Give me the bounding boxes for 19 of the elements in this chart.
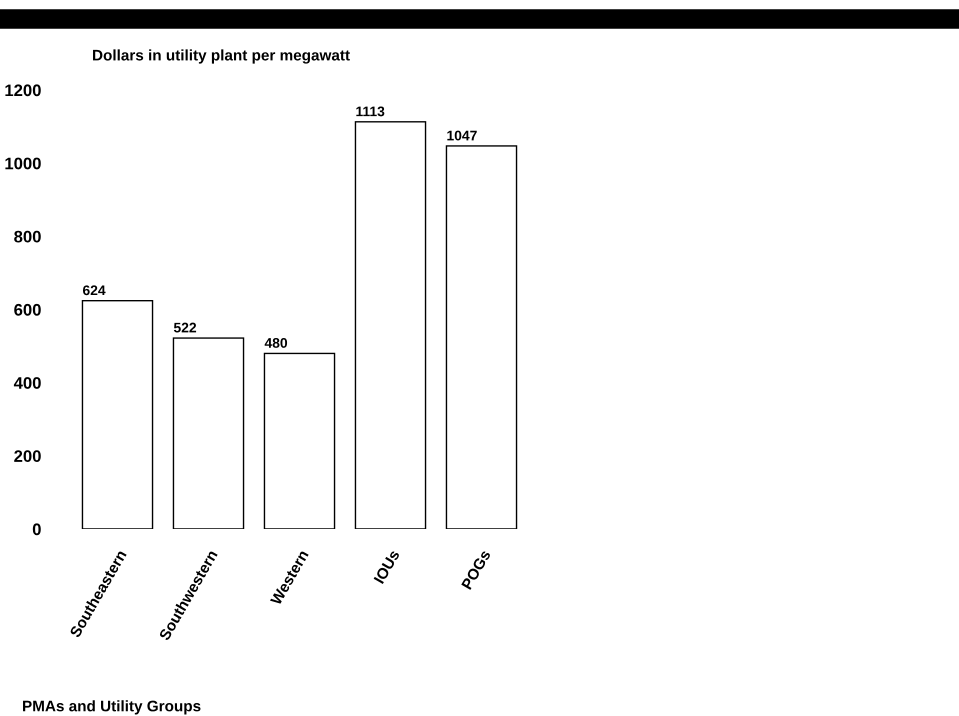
y-tick-label: 0 xyxy=(32,523,41,536)
y-tick-label: 1000 xyxy=(5,158,41,170)
bar xyxy=(354,121,426,529)
data-label: 624 xyxy=(82,285,106,296)
y-tick-label: 1200 xyxy=(5,84,41,96)
bar xyxy=(172,337,244,529)
data-label: 1113 xyxy=(356,106,384,116)
bar xyxy=(446,145,518,529)
y-tick-label: 400 xyxy=(14,377,41,389)
data-label: 522 xyxy=(174,322,196,333)
bar xyxy=(82,300,154,529)
y-tick-label: 800 xyxy=(14,230,41,243)
y-tick-label: 600 xyxy=(14,304,41,316)
y-tick-label: 200 xyxy=(14,450,41,462)
bar xyxy=(264,352,336,529)
data-label: 480 xyxy=(264,338,288,348)
y-axis-title: Dollars in utility plant per megawatt xyxy=(93,49,350,64)
data-label: 1047 xyxy=(447,130,477,140)
x-axis-title: PMAs and Utility Groups xyxy=(23,700,200,714)
